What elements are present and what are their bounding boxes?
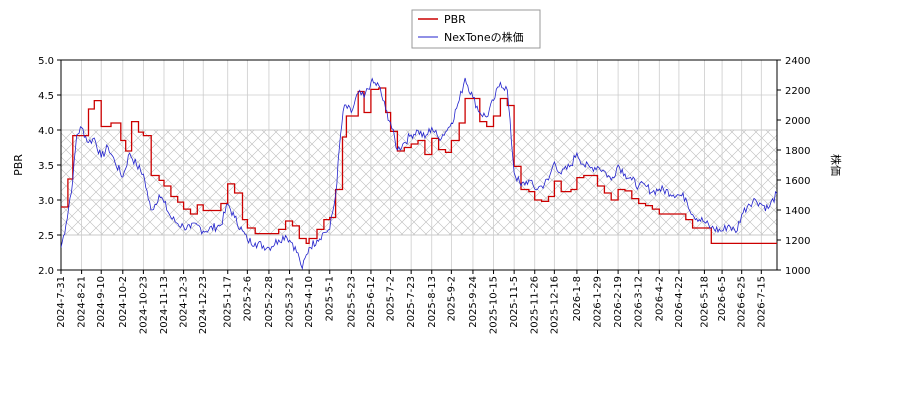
x-axis: 2024-7-31 2024-8-21 2024-9-10 2024-10-2 2024… [56, 270, 767, 334]
x-tick-label: 2025-11-26 [530, 276, 541, 334]
series-line-pbr [61, 87, 777, 245]
x-tick-label: 2024-12-23 [198, 276, 209, 334]
left-tick-label: 4.0 [38, 126, 54, 137]
x-tick-label: 2025-7-2 [386, 276, 397, 321]
left-tick-label: 2.5 [38, 231, 54, 242]
right-axis: 1000 1200 1400 1600 1800 2000 2200 2400 [777, 56, 810, 277]
left-tick-label: 5.0 [38, 56, 54, 67]
left-tick-label: 3.0 [38, 196, 54, 207]
x-tick-label: 2026-4-22 [674, 276, 685, 328]
x-tick-label: 2024-10-2 [118, 276, 129, 328]
series-layer [61, 77, 777, 270]
x-tick-label: 2025-12-16 [549, 276, 560, 334]
x-tick-label: 2025-5-23 [346, 276, 357, 328]
x-tick-label: 2025-3-21 [285, 276, 296, 328]
grid-layer [60, 59, 777, 271]
left-axis: 2.0 2.5 3.0 3.5 4.0 4.5 5.0 [38, 56, 61, 277]
right-tick-label: 2000 [785, 116, 810, 127]
legend: PBR NexToneの株価 [411, 9, 541, 49]
x-tick-label: 2026-7-15 [756, 276, 767, 328]
right-tick-label: 2400 [785, 56, 810, 67]
y-axis-label-left: PBR [12, 154, 25, 176]
y-axis-label-right: 株価 [829, 154, 843, 176]
x-tick-label: 2026-6-25 [737, 276, 748, 328]
left-tick-label: 3.5 [38, 161, 54, 172]
x-tick-label: 2024-9-10 [96, 276, 107, 328]
x-tick-label: 2024-10-23 [138, 276, 149, 334]
x-tick-label: 2025-9-24 [468, 276, 479, 328]
x-tick-label: 2026-5-18 [699, 276, 710, 328]
series-line-price [61, 77, 777, 270]
x-tick-label: 2026-3-12 [634, 276, 645, 328]
legend-box [411, 9, 541, 49]
left-tick-label: 2.0 [38, 266, 54, 277]
x-tick-label: 2024-12-3 [179, 276, 190, 328]
x-tick-label: 2026-2-19 [613, 276, 624, 328]
right-tick-label: 1200 [785, 236, 810, 247]
x-tick-label: 2024-11-13 [159, 276, 170, 334]
x-tick-label: 2025-4-10 [304, 276, 315, 328]
legend-label-price: NexToneの株価 [444, 30, 524, 44]
x-tick-label: 2025-10-15 [489, 276, 500, 334]
x-tick-label: 2025-2-6 [242, 276, 253, 321]
right-tick-label: 2200 [785, 86, 810, 97]
x-tick-label: 2025-11-5 [509, 276, 520, 328]
x-tick-label: 2024-8-21 [77, 276, 88, 328]
x-tick-label: 2026-1-29 [593, 276, 604, 328]
x-tick-label: 2025-8-13 [427, 276, 438, 328]
x-tick-label: 2026-4-2 [654, 276, 665, 321]
x-tick-label: 2025-2-28 [264, 276, 275, 328]
x-tick-label: 2024-7-31 [56, 276, 67, 328]
right-tick-label: 1400 [785, 206, 810, 217]
right-tick-label: 1600 [785, 176, 810, 187]
x-tick-label: 2025-1-17 [223, 276, 234, 328]
x-tick-label: 2026-1-8 [572, 276, 583, 321]
x-tick-label: 2025-6-12 [366, 276, 377, 328]
x-tick-label: 2025-5-1 [325, 276, 336, 321]
right-tick-label: 1800 [785, 146, 810, 157]
x-tick-label: 2025-9-2 [446, 276, 457, 321]
shaded-band-layer [60, 129, 778, 236]
shaded-band [60, 129, 778, 236]
left-tick-label: 4.5 [38, 91, 54, 102]
legend-label-pbr: PBR [444, 13, 466, 26]
x-tick-label: 2025-7-23 [406, 276, 417, 328]
x-tick-label: 2026-6-5 [717, 276, 728, 321]
right-tick-label: 1000 [785, 266, 810, 277]
